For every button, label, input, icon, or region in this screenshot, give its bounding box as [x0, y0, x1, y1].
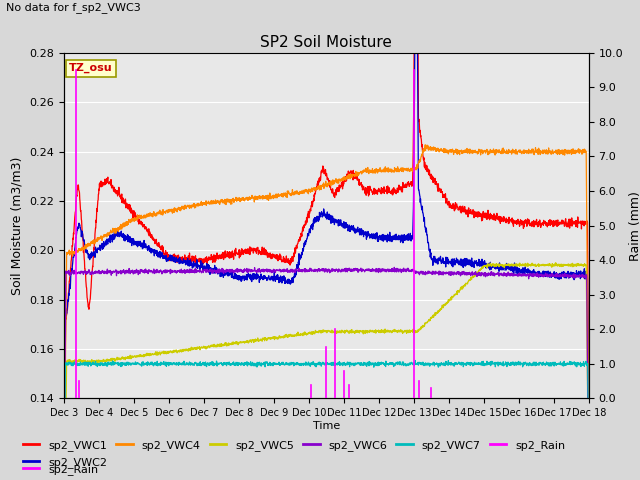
Y-axis label: Soil Moisture (m3/m3): Soil Moisture (m3/m3): [11, 156, 24, 295]
Title: SP2 Soil Moisture: SP2 Soil Moisture: [260, 35, 392, 50]
Y-axis label: Raim (mm): Raim (mm): [628, 191, 640, 261]
X-axis label: Time: Time: [313, 421, 340, 431]
Text: No data for f_sp2_VWC3: No data for f_sp2_VWC3: [6, 2, 141, 13]
Legend: sp2_VWC1, sp2_VWC2, sp2_VWC4, sp2_VWC5, sp2_VWC6, sp2_VWC7, sp2_Rain: sp2_VWC1, sp2_VWC2, sp2_VWC4, sp2_VWC5, …: [19, 436, 570, 472]
Text: TZ_osu: TZ_osu: [69, 63, 113, 73]
Legend: sp2_Rain: sp2_Rain: [19, 459, 103, 479]
